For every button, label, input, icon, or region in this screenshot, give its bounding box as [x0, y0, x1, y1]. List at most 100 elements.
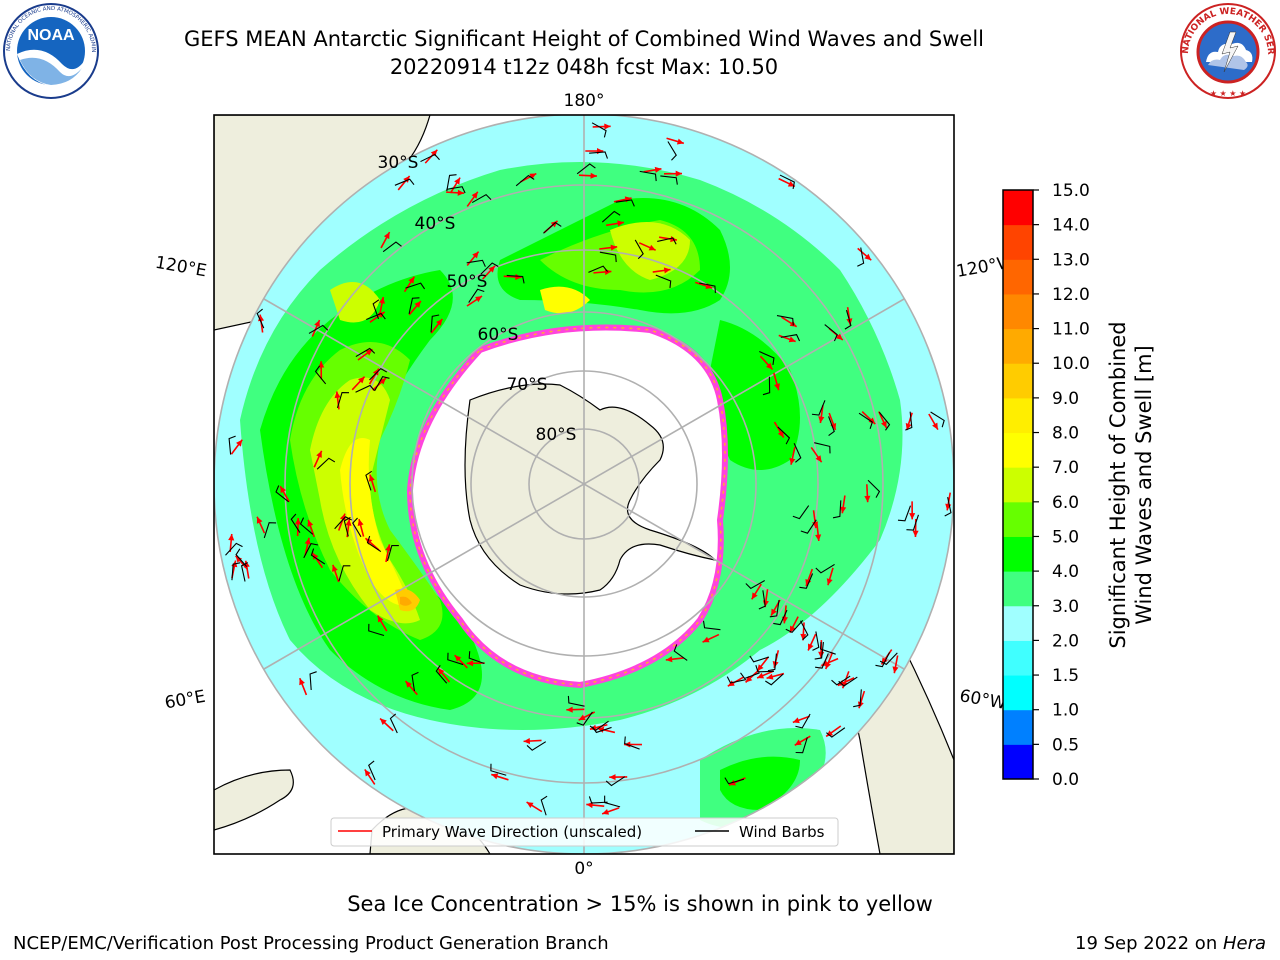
wind-barb	[793, 443, 802, 463]
chart-title: GEFS MEAN Antarctic Significant Height o…	[183, 27, 985, 51]
wind-barb	[655, 274, 672, 288]
legend-wave-label: Primary Wave Direction (unscaled)	[382, 823, 642, 841]
wind-barb	[308, 324, 329, 334]
wave-arrow	[357, 348, 373, 361]
colorbar-segment	[1003, 536, 1033, 572]
wind-barb	[601, 210, 621, 223]
wave-arrow	[437, 667, 451, 683]
wind-barb	[769, 599, 780, 618]
wave-arrow	[664, 170, 683, 177]
date-stamp: 19 Sep 2022 on Hera	[1075, 933, 1266, 954]
wind-barb	[389, 713, 398, 734]
wave-arrow	[861, 411, 876, 425]
wind-barb	[800, 620, 809, 641]
colorbar-segment	[1003, 293, 1033, 330]
wind-barb	[660, 175, 678, 185]
wave-arrow	[256, 516, 266, 534]
wind-barb	[749, 655, 770, 663]
lat-label-70s: 70°S	[507, 375, 548, 395]
wind-barb	[615, 199, 635, 207]
wind-barb	[576, 163, 596, 175]
wind-barbs	[225, 122, 952, 816]
wave-arrow	[789, 446, 796, 465]
wind-barb	[792, 505, 810, 520]
wave-arrow	[235, 555, 249, 570]
lon-label-60e: 60°E	[163, 687, 207, 714]
wave-arrow	[773, 372, 780, 391]
wave-arrow	[482, 265, 496, 280]
wind-barb	[828, 416, 835, 436]
wind-barb	[303, 542, 319, 559]
wave-arrow	[745, 669, 760, 683]
wave-arrow	[878, 411, 888, 429]
wind-barb	[588, 796, 608, 804]
wind-barb	[785, 620, 804, 634]
noaa-logo: NOAA NATIONAL OCEANIC AND ATMOSPHERIC AD…	[2, 2, 99, 99]
wave-arrow	[454, 654, 468, 669]
wave-arrow	[446, 189, 465, 196]
wave-arrow	[523, 738, 542, 745]
colorbar-tick-label: 3.0	[1052, 597, 1079, 617]
colorbar-tick-label: 5.0	[1052, 527, 1079, 547]
wind-barb	[634, 239, 644, 260]
wave-arrow	[466, 295, 483, 307]
wind-barb	[355, 347, 376, 358]
wind-barb	[867, 479, 881, 498]
wave-arrow	[364, 537, 380, 551]
wave-arrow	[756, 670, 774, 679]
wind-barb	[724, 777, 745, 785]
wave-arrow	[792, 715, 811, 724]
wind-barb	[316, 457, 336, 470]
wind-barb	[228, 435, 236, 455]
wind-barb	[405, 282, 426, 290]
wind-barb	[815, 563, 835, 574]
wave-arrow	[228, 533, 235, 553]
wave-arrow	[566, 706, 585, 713]
graticule	[214, 115, 954, 854]
wave-arrow	[304, 537, 311, 556]
lat-label-60s: 60°S	[478, 325, 519, 345]
wind-barb	[589, 720, 609, 732]
lat-label-40s: 40°S	[415, 214, 456, 234]
wind-barb	[365, 470, 373, 491]
wind-barb	[814, 442, 831, 454]
lon-label-120e: 120°E	[154, 253, 208, 282]
wave-arrow	[230, 439, 243, 455]
wave-arrow	[666, 137, 685, 145]
wind-barb	[814, 642, 824, 660]
wind-barb	[314, 365, 327, 385]
wind-barb	[543, 221, 562, 234]
wave-arrow	[643, 166, 662, 173]
wave-arrow	[313, 450, 323, 468]
colorbar-segment	[1003, 328, 1033, 364]
wave-arrow	[892, 655, 899, 674]
wave-arrow	[810, 446, 823, 463]
wind-barb	[567, 695, 585, 707]
wave-arrow	[379, 717, 394, 732]
wave-arrow	[364, 769, 376, 785]
date-text: 19 Sep 2022 on	[1075, 933, 1223, 954]
wave-arrow	[807, 633, 817, 651]
wind-barb	[275, 485, 289, 503]
wave-arrow	[503, 273, 522, 280]
wind-barb	[599, 251, 617, 263]
colorbar-segment	[1003, 571, 1033, 607]
wave-arrow	[578, 172, 597, 179]
wind-barb	[372, 299, 380, 320]
wave-arrow	[818, 405, 825, 424]
colorbar-tick-label: 9.0	[1052, 389, 1079, 409]
lon-label-0: 0°	[574, 859, 593, 879]
wind-barb	[755, 665, 774, 673]
legend-barb-label: Wind Barbs	[739, 823, 825, 841]
map-frame	[213, 114, 955, 855]
wind-barb	[844, 309, 852, 330]
wind-barb	[657, 237, 677, 245]
nws-logo: NATIONAL WEATHER SERVICE ★ ★ ★ ★	[1178, 2, 1276, 99]
wind-barb	[624, 736, 640, 750]
wind-barb	[240, 562, 249, 582]
wind-barb	[480, 262, 499, 275]
wind-barb	[290, 513, 301, 533]
wave-arrow	[526, 801, 543, 813]
wave-arrow	[385, 544, 392, 563]
wind-barb	[799, 573, 814, 589]
